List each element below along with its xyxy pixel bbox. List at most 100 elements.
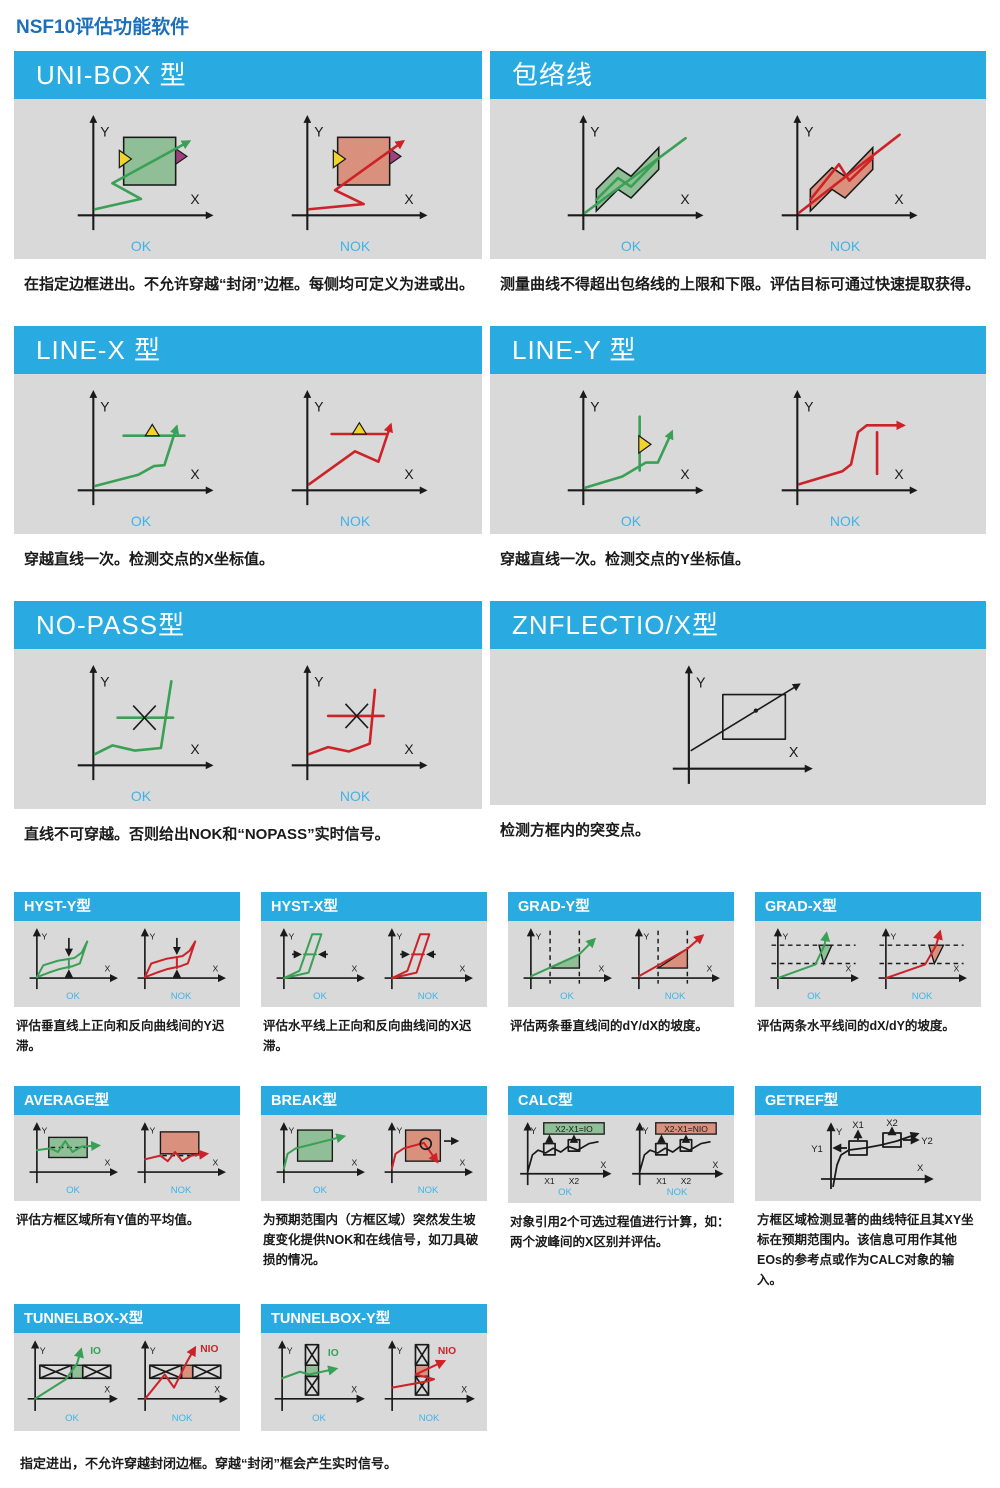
svg-text:X: X: [352, 1158, 358, 1168]
hystx-header: HYST-X型: [261, 892, 487, 921]
row-hyst-grad: HYST-Y型 Y X OK: [14, 892, 986, 1086]
svg-text:X: X: [214, 1384, 220, 1394]
section-unibox: UNI-BOX 型 Y X OK: [14, 51, 482, 326]
svg-text:Y: Y: [100, 398, 109, 414]
break-ok-diagram: Y X OK: [272, 1119, 368, 1199]
svg-text:X: X: [460, 1158, 466, 1168]
average-description: 评估方框区域所有Y值的平均值。: [16, 1213, 200, 1227]
svg-text:X: X: [599, 964, 605, 974]
svg-text:Y: Y: [100, 123, 109, 139]
linex-ok-caption: OK: [130, 513, 152, 529]
svg-text:X: X: [105, 964, 111, 974]
gradx-nok-diagram: Y X NOK: [874, 925, 970, 1005]
svg-text:X: X: [213, 964, 219, 974]
svg-text:Y: Y: [288, 1126, 294, 1136]
svg-text:X2-X1=NIO: X2-X1=NIO: [664, 1124, 708, 1134]
svg-text:X: X: [190, 466, 199, 482]
linex-ok-diagram: Y X OK: [51, 382, 231, 532]
svg-text:X: X: [894, 466, 903, 482]
row-linex-liney: LINE-X 型 Y X OK: [14, 326, 986, 601]
tunnelboxx-ok-chart-icon: Y X IO: [27, 1340, 118, 1411]
section-tunnelboxx: TUNNELBOX-X型 Y X: [14, 1304, 240, 1431]
svg-text:Y: Y: [314, 673, 323, 689]
hysty-description: 评估垂直线上正向和反向曲线间的Y迟滞。: [16, 1019, 225, 1053]
break-header: BREAK型: [261, 1086, 487, 1115]
tunnelboxx-nok-caption: NOK: [171, 1413, 193, 1424]
gradx-panel: Y X OK Y X: [755, 921, 981, 1007]
average-panel: Y X OK Y X: [14, 1115, 240, 1201]
svg-text:Y: Y: [590, 123, 599, 139]
svg-text:X: X: [680, 191, 689, 207]
section-linex: LINE-X 型 Y X OK: [14, 326, 482, 601]
tunnelboxy-nok-caption: NOK: [418, 1413, 440, 1424]
tunnelboxy-ok-chart-icon: Y X IO: [274, 1340, 365, 1411]
getref-chart-icon: Y X X1 X2 Y1 Y2: [811, 1119, 934, 1189]
section-calc: CALC型 Y X X2-X1=IO X1: [508, 1086, 734, 1266]
svg-text:X: X: [104, 1384, 110, 1394]
svg-text:Y: Y: [40, 1346, 46, 1356]
row-tunnelbox: TUNNELBOX-X型 Y X: [14, 1304, 986, 1431]
nopass-description: 直线不可穿越。否则给出NOK和“NOPASS”实时信号。: [24, 826, 390, 843]
svg-text:X: X: [351, 1384, 357, 1394]
unibox-ok-chart-icon: Y X: [77, 115, 214, 231]
calc-panel: Y X X2-X1=IO X1 X2 OK: [508, 1115, 734, 1203]
svg-text:X: X: [404, 191, 413, 207]
tunnelboxx-panel: Y X IO OK: [14, 1333, 240, 1431]
liney-panel: Y X OK Y X: [490, 374, 986, 534]
section-tunnelboxy: TUNNELBOX-Y型 Y X: [261, 1304, 487, 1431]
page-title: NSF10评估功能软件: [16, 17, 190, 38]
calc-ok-caption: OK: [558, 1187, 572, 1198]
svg-text:Y: Y: [643, 932, 649, 942]
row-average-break-calc-getref: AVERAGE型 Y X OK: [14, 1086, 986, 1304]
grady-ok-diagram: Y X OK: [519, 925, 615, 1005]
tunnelboxx-header: TUNNELBOX-X型: [14, 1304, 240, 1333]
calc-nok-chart-icon: Y X X2-X1=NIO X1 X2: [632, 1122, 724, 1186]
hystx-nok-diagram: Y X NOK: [380, 925, 476, 1005]
section-getref: GETREF型 Y X X1 X2: [755, 1086, 981, 1304]
envelope-nok-caption: NOK: [829, 238, 861, 254]
gradx-nok-chart-icon: Y X: [878, 928, 967, 990]
svg-text:X: X: [461, 1384, 467, 1394]
envelope-ok-diagram: Y X OK: [541, 107, 721, 257]
svg-text:X1: X1: [544, 1176, 555, 1186]
svg-text:X2-X1=IO: X2-X1=IO: [555, 1124, 593, 1134]
nopass-header: NO-PASS型: [14, 601, 482, 649]
average-ok-caption: OK: [66, 1185, 80, 1196]
svg-text:Y: Y: [314, 123, 323, 139]
svg-text:IO: IO: [90, 1346, 101, 1357]
liney-nok-diagram: Y X NOK: [755, 382, 935, 532]
break-nok-diagram: Y X NOK: [380, 1119, 476, 1199]
znflectio-panel: Y X: [490, 649, 986, 805]
gradx-ok-caption: OK: [807, 991, 821, 1002]
envelope-nok-diagram: Y X NOK: [755, 107, 935, 257]
nopass-ok-chart-icon: Y X: [77, 665, 214, 781]
break-description: 为预期范围内（方框区域）突然发生坡度变化提供NOK和在线信号，如刀具破损的情况。: [263, 1213, 479, 1267]
average-ok-chart-icon: Y X: [29, 1122, 118, 1184]
grady-header: GRAD-Y型: [508, 892, 734, 921]
svg-text:Y: Y: [397, 1346, 403, 1356]
liney-ok-chart-icon: Y X: [567, 390, 704, 506]
svg-text:Y1: Y1: [811, 1144, 823, 1155]
svg-text:NIO: NIO: [200, 1344, 218, 1355]
svg-text:Y: Y: [804, 398, 813, 414]
tunnelboxx-ok-diagram: Y X IO OK: [23, 1337, 121, 1427]
hystx-ok-diagram: Y X OK: [272, 925, 368, 1005]
svg-text:Y: Y: [287, 1346, 293, 1356]
average-nok-chart-icon: Y X: [137, 1122, 226, 1184]
svg-text:Y: Y: [531, 1126, 537, 1136]
svg-text:X: X: [954, 964, 960, 974]
nopass-ok-diagram: Y X OK: [51, 657, 231, 807]
svg-text:Y: Y: [782, 932, 788, 942]
break-panel: Y X OK Y X: [261, 1115, 487, 1201]
liney-description: 穿越直线一次。检测交点的Y坐标值。: [500, 551, 751, 568]
svg-text:X: X: [917, 1163, 924, 1174]
nopass-nok-caption: NOK: [339, 788, 371, 804]
svg-text:Y: Y: [535, 932, 541, 942]
tunnelboxx-nok-diagram: Y X NIO NOK: [133, 1337, 231, 1427]
unibox-nok-chart-icon: Y X: [291, 115, 428, 231]
grady-nok-diagram: Y X NOK: [627, 925, 723, 1005]
tunnelboxy-header: TUNNELBOX-Y型: [261, 1304, 487, 1333]
svg-text:X1: X1: [656, 1176, 667, 1186]
svg-text:X: X: [460, 964, 466, 974]
